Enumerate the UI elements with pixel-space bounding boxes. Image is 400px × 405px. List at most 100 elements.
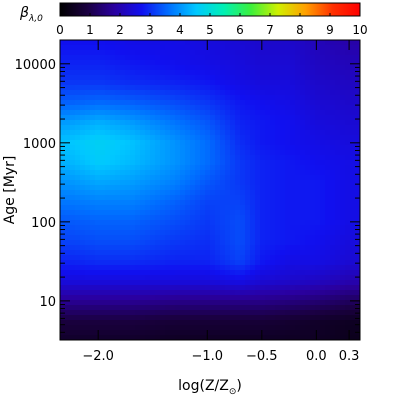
heatmap-cell bbox=[330, 110, 336, 116]
heatmap-cell bbox=[355, 95, 360, 101]
heatmap-cell bbox=[310, 270, 316, 276]
heatmap-cell bbox=[70, 285, 76, 291]
heatmap-cell bbox=[275, 160, 281, 166]
heatmap-cell bbox=[185, 255, 191, 261]
heatmap-cell bbox=[295, 180, 301, 186]
heatmap-cell bbox=[190, 160, 196, 166]
heatmap-cell bbox=[215, 85, 221, 91]
heatmap-cell bbox=[215, 185, 221, 191]
heatmap-cell bbox=[195, 325, 201, 331]
heatmap-cell bbox=[350, 130, 356, 136]
heatmap-cell bbox=[190, 180, 196, 186]
heatmap-cell bbox=[285, 85, 291, 91]
heatmap-cell bbox=[110, 230, 116, 236]
heatmap-cell bbox=[115, 185, 121, 191]
heatmap-cell bbox=[245, 310, 251, 316]
heatmap-cell bbox=[300, 290, 306, 296]
heatmap-cell bbox=[185, 285, 191, 291]
heatmap-cell bbox=[100, 80, 106, 86]
heatmap-cell bbox=[140, 215, 146, 221]
heatmap-cell bbox=[265, 330, 271, 336]
heatmap-cell bbox=[140, 150, 146, 156]
heatmap-cell bbox=[300, 215, 306, 221]
heatmap-cell bbox=[260, 65, 266, 71]
heatmap-cell bbox=[155, 140, 161, 146]
colorbar-label: βλ,0 bbox=[19, 5, 43, 24]
heatmap-cell bbox=[155, 70, 161, 76]
heatmap-cell bbox=[290, 190, 296, 196]
heatmap-cell bbox=[255, 295, 261, 301]
heatmap-cell bbox=[290, 50, 296, 56]
heatmap-cell bbox=[350, 230, 356, 236]
heatmap-cell bbox=[220, 295, 226, 301]
heatmap-cell bbox=[75, 335, 81, 340]
heatmap-cell bbox=[65, 85, 71, 91]
heatmap-cell bbox=[215, 255, 221, 261]
heatmap-cell bbox=[195, 100, 201, 106]
heatmap-cell bbox=[110, 245, 116, 251]
heatmap-cell bbox=[185, 325, 191, 331]
heatmap-cell bbox=[275, 255, 281, 261]
heatmap-cell bbox=[320, 335, 326, 340]
heatmap-cell bbox=[100, 285, 106, 291]
heatmap-cell bbox=[80, 330, 86, 336]
heatmap-cell bbox=[140, 180, 146, 186]
heatmap-cell bbox=[290, 170, 296, 176]
heatmap-cell bbox=[290, 300, 296, 306]
heatmap-cell bbox=[225, 95, 231, 101]
heatmap-cell bbox=[100, 100, 106, 106]
heatmap-cell bbox=[100, 185, 106, 191]
heatmap-cell bbox=[340, 150, 346, 156]
heatmap-cell bbox=[115, 175, 121, 181]
heatmap-cell bbox=[155, 135, 161, 141]
heatmap-cell bbox=[85, 95, 91, 101]
heatmap-cell bbox=[85, 80, 91, 86]
heatmap-cell bbox=[230, 240, 236, 246]
heatmap-cell bbox=[195, 40, 201, 46]
heatmap-cell bbox=[355, 235, 360, 241]
heatmap-cell bbox=[135, 245, 141, 251]
heatmap-cell bbox=[75, 220, 81, 226]
heatmap-cell bbox=[130, 210, 136, 216]
heatmap-cell bbox=[70, 260, 76, 266]
heatmap-cell bbox=[130, 255, 136, 261]
heatmap-cell bbox=[190, 280, 196, 286]
heatmap-cell bbox=[110, 90, 116, 96]
heatmap-cell bbox=[145, 250, 151, 256]
heatmap-cell bbox=[210, 295, 216, 301]
heatmap-cell bbox=[320, 155, 326, 161]
heatmap-cell bbox=[100, 150, 106, 156]
heatmap-cell bbox=[65, 235, 71, 241]
heatmap-cell bbox=[220, 270, 226, 276]
heatmap-cell bbox=[315, 40, 321, 46]
heatmap-cell bbox=[330, 255, 336, 261]
heatmap-cell bbox=[320, 260, 326, 266]
heatmap-cell bbox=[105, 190, 111, 196]
heatmap-cell bbox=[265, 110, 271, 116]
heatmap-cell bbox=[60, 295, 66, 301]
heatmap-cell bbox=[80, 65, 86, 71]
heatmap-cell bbox=[325, 290, 331, 296]
heatmap-cell bbox=[65, 250, 71, 256]
heatmap-cell bbox=[165, 40, 171, 46]
heatmap-cell bbox=[230, 150, 236, 156]
heatmap-cell bbox=[335, 300, 341, 306]
heatmap-cell bbox=[355, 155, 360, 161]
heatmap-cell bbox=[270, 55, 276, 61]
heatmap-cell bbox=[100, 310, 106, 316]
heatmap-cell bbox=[135, 150, 141, 156]
heatmap-cell bbox=[290, 110, 296, 116]
heatmap-cell bbox=[225, 230, 231, 236]
heatmap-cell bbox=[255, 330, 261, 336]
heatmap-cell bbox=[305, 105, 311, 111]
heatmap-cell bbox=[65, 230, 71, 236]
heatmap-cell bbox=[135, 295, 141, 301]
heatmap-cell bbox=[285, 205, 291, 211]
heatmap-cell bbox=[260, 55, 266, 61]
heatmap-cell bbox=[205, 335, 211, 340]
heatmap-cell bbox=[120, 175, 126, 181]
heatmap-cell bbox=[65, 80, 71, 86]
heatmap-cell bbox=[340, 145, 346, 151]
heatmap-cell bbox=[235, 170, 241, 176]
heatmap-cell bbox=[350, 215, 356, 221]
